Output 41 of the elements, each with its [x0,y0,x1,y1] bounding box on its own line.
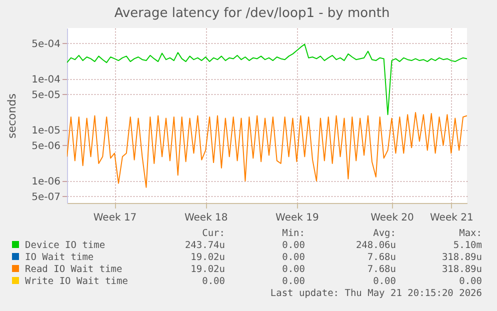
text: 0.00 [281,276,305,288]
x-tick-label: Week 20 [370,212,414,224]
y-tick-label: 1e-05 [32,125,60,136]
text: 7.68u [366,252,396,264]
text: 318.89u [440,252,482,264]
text: 248.06u [354,240,396,252]
legend-label: IO Wait time [24,252,95,264]
text: 243.74u [184,240,225,252]
text: 19.02u [190,264,225,276]
legend-label: Write IO Wait time [24,276,129,288]
text: Avg: [372,228,396,240]
y-tick-label: 1e-04 [32,74,60,86]
y-tick-label: 5e-07 [32,192,60,203]
y-tick-label: 5e-05 [32,90,60,101]
x-tick-label: Week 18 [184,212,228,224]
text: 0.00 [281,240,305,252]
text: Cur: [201,228,225,240]
x-tick-label: Week 21 [430,212,474,224]
text: 19.02u [190,252,225,264]
text: 7.68u [366,264,396,276]
y-tick-label: 5e-04 [32,38,60,50]
text: 0.00 [458,276,482,288]
text: 5.10m [452,240,482,252]
legend-label: Device IO time [24,240,106,252]
x-tick-label: Week 19 [276,212,319,224]
text: Max: [458,228,482,240]
x-tick-label: Week 17 [93,212,137,224]
text: Last update: Thu May 21 20:15:20 2026 [269,288,482,300]
y-tick-label: 1e-06 [32,176,60,188]
text: 0.00 [281,252,305,264]
chart-title: Average latency for /dev/loop1 - by month [114,6,390,21]
text: 0.00 [201,276,225,288]
line-series [67,44,467,116]
text: 318.89u [440,264,482,276]
text: 0.00 [281,264,305,276]
y-axis-title: seconds [6,93,19,138]
line-series [67,112,467,188]
y-tick-label: 5e-06 [32,140,60,152]
legend-label: Read IO Wait time [24,264,124,276]
text: Min: [281,228,305,240]
text: 0.00 [372,276,396,288]
